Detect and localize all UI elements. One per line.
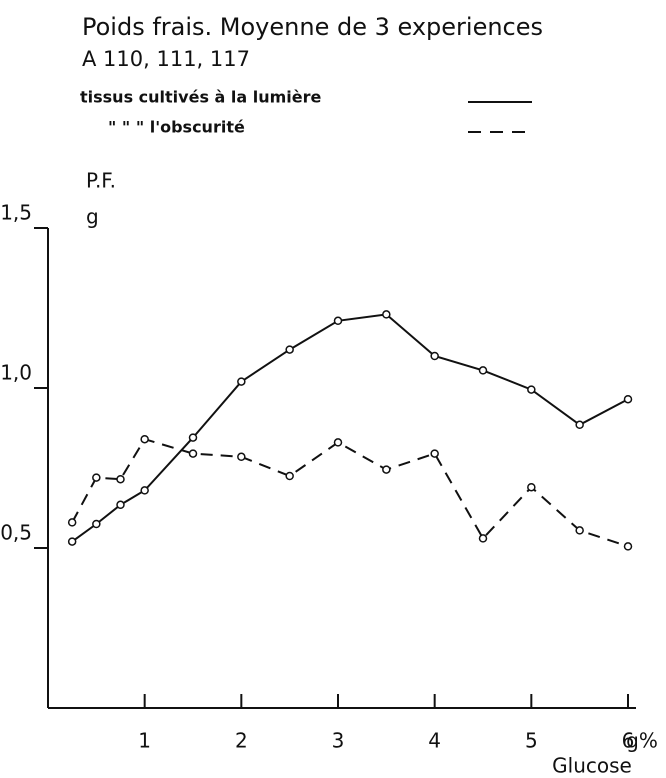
data-point bbox=[237, 377, 246, 386]
data-point bbox=[92, 519, 101, 529]
data-point bbox=[430, 351, 439, 361]
x-axis-unit: g% bbox=[626, 729, 658, 753]
data-point bbox=[575, 526, 584, 535]
x-tick-label: 4 bbox=[428, 729, 441, 753]
data-point bbox=[623, 394, 633, 404]
y-tick-label: 1,0 bbox=[0, 361, 32, 385]
y-tick-label: 1,5 bbox=[0, 201, 32, 225]
x-axis-label: Glucose bbox=[552, 754, 632, 778]
data-point bbox=[140, 434, 149, 444]
legend-label: tissus cultivés à la lumière bbox=[80, 88, 322, 107]
data-point bbox=[333, 316, 343, 326]
x-tick-label: 1 bbox=[138, 729, 151, 753]
x-tick-label: 5 bbox=[525, 729, 538, 753]
x-tick-label: 2 bbox=[235, 729, 248, 753]
x-tick-label: 6 bbox=[622, 729, 635, 753]
data-point bbox=[67, 518, 77, 527]
legend-label: " " " l'obscurité bbox=[108, 118, 245, 137]
data-point bbox=[92, 473, 101, 482]
data-point bbox=[527, 385, 536, 394]
data-point bbox=[382, 310, 391, 319]
data-point bbox=[188, 449, 198, 458]
data-point bbox=[382, 465, 391, 474]
data-point bbox=[478, 366, 488, 375]
data-point bbox=[285, 345, 294, 354]
y-tick-label: 0,5 bbox=[0, 521, 32, 545]
series-line bbox=[71, 313, 629, 543]
x-tick-label: 3 bbox=[332, 729, 345, 753]
data-point bbox=[527, 482, 536, 492]
data-point bbox=[188, 433, 198, 442]
data-point bbox=[116, 500, 125, 510]
data-point bbox=[285, 471, 294, 481]
series-line bbox=[71, 438, 629, 548]
data-point bbox=[116, 474, 125, 484]
data-point bbox=[575, 420, 584, 430]
y-axis-label: P.F. bbox=[86, 169, 116, 193]
data-point bbox=[140, 486, 149, 495]
data-point bbox=[478, 534, 488, 543]
chart-subtitle: A 110, 111, 117 bbox=[82, 47, 250, 71]
data-point bbox=[67, 537, 77, 546]
data-point bbox=[430, 449, 439, 458]
data-point bbox=[333, 438, 343, 447]
chart-title: Poids frais. Moyenne de 3 experiences bbox=[82, 13, 543, 41]
y-axis-unit: g bbox=[86, 205, 99, 229]
data-point bbox=[237, 452, 246, 462]
data-point bbox=[623, 542, 633, 551]
